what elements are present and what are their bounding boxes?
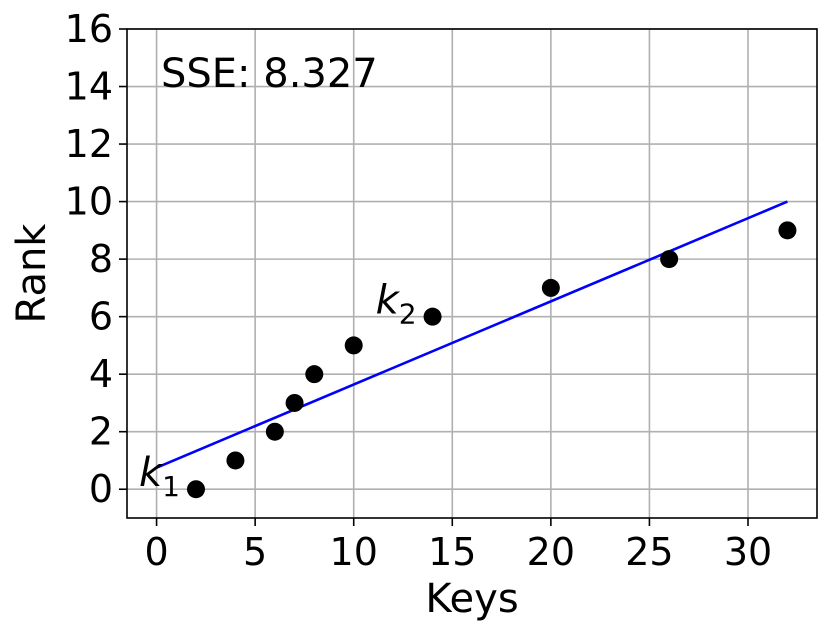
data-points — [187, 221, 797, 499]
x-tick-label: 0 — [144, 530, 168, 574]
y-tick-label: 2 — [89, 410, 113, 454]
fit-line-layer — [156, 200, 788, 469]
data-point — [265, 422, 284, 441]
fit-line — [156, 200, 788, 469]
plot-frame — [126, 28, 818, 519]
grid — [127, 28, 817, 518]
data-point — [187, 480, 205, 499]
data-point — [778, 221, 797, 240]
sse-annotation: SSE: 8.327 — [161, 51, 378, 97]
data-point — [285, 393, 304, 412]
y-tick-label: 4 — [89, 352, 113, 396]
y-tick-label: 8 — [89, 237, 113, 281]
x-tick-label: 15 — [428, 530, 476, 574]
data-point — [305, 365, 324, 384]
x-tick-label: 25 — [625, 530, 673, 574]
axis-ticks: 0 5 10 15 20 25 30 0 2 4 6 8 10 12 14 16 — [65, 7, 773, 574]
y-tick-label: 16 — [65, 7, 113, 51]
point-label: k2 — [376, 278, 417, 331]
x-tick-label: 30 — [724, 530, 772, 574]
point-labels: k1 k2 — [139, 278, 417, 504]
x-tick-label: 5 — [243, 530, 267, 574]
data-point — [344, 336, 363, 355]
x-tick-label: 20 — [527, 530, 575, 574]
y-tick-label: 10 — [65, 180, 113, 224]
y-tick-label: 0 — [89, 467, 113, 511]
y-tick-label: 6 — [89, 295, 113, 339]
x-tick-label: 10 — [330, 530, 378, 574]
x-axis-label: Keys — [425, 576, 518, 622]
data-point — [541, 278, 560, 297]
data-point — [226, 451, 245, 470]
point-label: k1 — [139, 450, 180, 503]
data-point — [423, 307, 442, 326]
y-tick-label: 14 — [65, 65, 113, 109]
y-axis-label: Rank — [9, 223, 55, 324]
y-tick-label: 12 — [65, 122, 113, 166]
data-point — [660, 250, 679, 269]
